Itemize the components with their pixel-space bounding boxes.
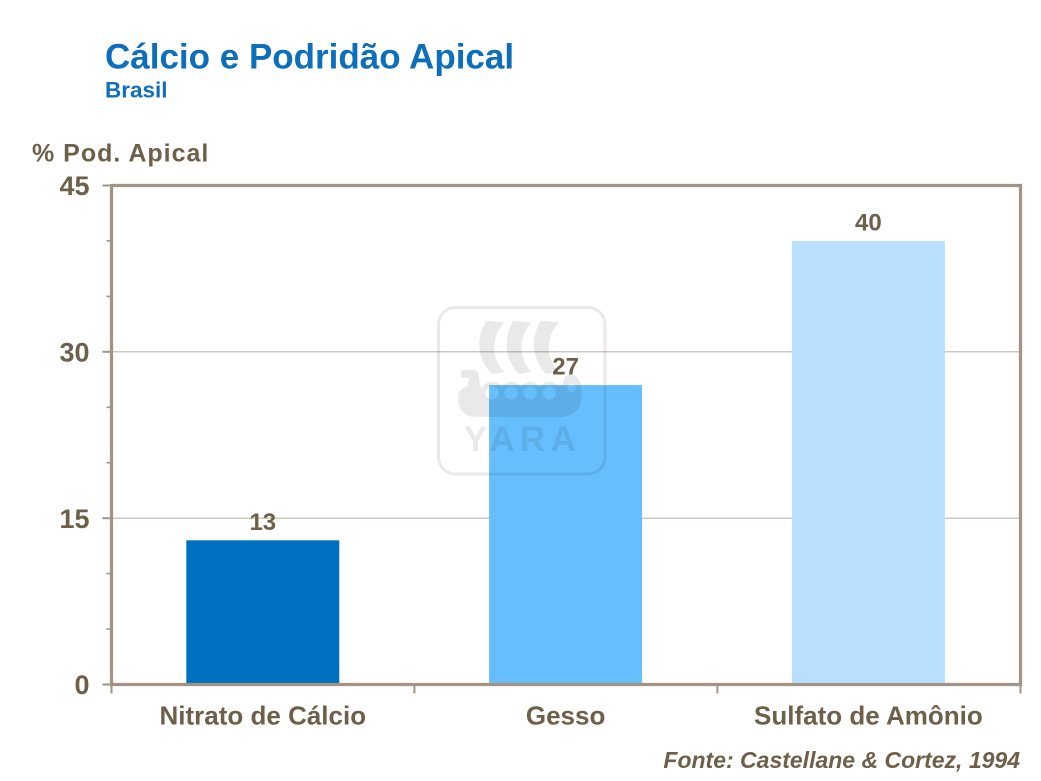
svg-text:27: 27 — [552, 354, 579, 381]
svg-text:Sulfato de Amônio: Sulfato de Amônio — [754, 701, 983, 731]
svg-text:Cálcio e Podridão Apical: Cálcio e Podridão Apical — [105, 38, 514, 77]
svg-text:45: 45 — [59, 171, 89, 201]
svg-text:Nitrato de Cálcio: Nitrato de Cálcio — [160, 701, 367, 731]
svg-text:% Pod. Apical: % Pod. Apical — [32, 139, 209, 167]
svg-text:Brasil: Brasil — [105, 78, 168, 103]
svg-text:YARA: YARA — [464, 420, 581, 459]
svg-text:Fonte: Castellane & Cortez, 19: Fonte: Castellane & Cortez, 1994 — [663, 747, 1020, 773]
svg-text:30: 30 — [59, 338, 89, 368]
svg-text:0: 0 — [74, 670, 89, 700]
svg-text:Gesso: Gesso — [526, 701, 606, 731]
svg-text:15: 15 — [59, 504, 89, 534]
svg-text:40: 40 — [855, 210, 882, 237]
svg-text:13: 13 — [249, 509, 276, 536]
